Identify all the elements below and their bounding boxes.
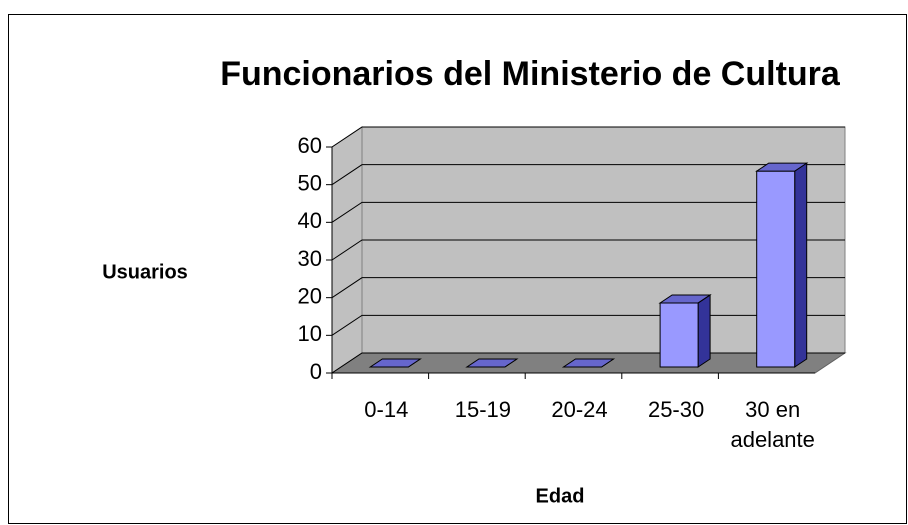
bar-front [756,170,796,368]
grid-line [331,201,845,223]
x-tick-label: 0-14 [364,397,409,422]
grid-line [331,277,845,299]
grid-line [331,164,845,186]
y-tick-label: 0 [310,359,322,384]
bar [658,294,712,368]
y-tick-label: 30 [298,246,322,271]
grid-line [331,126,845,148]
chart-title: Funcionarios del Ministerio de Cultura [220,55,841,93]
y-tick-label: 20 [298,283,322,308]
bar-side [697,294,711,368]
y-axis-label: Usuarios [102,261,188,283]
y-tick-label: 10 [298,321,322,346]
x-axis-label: Edad [536,485,585,507]
bar-top [368,358,422,368]
x-tick-label: 15-19 [454,397,512,422]
x-tick-label: 20-24 [551,397,608,422]
bar-front [659,302,699,368]
bar-top [658,294,712,304]
x-tick-label: 30 en adelante [730,397,815,452]
bar-top [561,358,616,368]
bar [465,358,519,368]
y-tick-label: 60 [298,133,322,158]
bar-top [465,358,519,368]
x-tick-label: 25-30 [647,397,705,422]
bar-side [794,162,808,368]
bar [368,358,422,368]
grid-line [331,239,845,261]
y-tick-label: 40 [298,208,322,233]
bar [755,162,809,368]
bar-top [755,162,809,172]
bar [561,358,616,368]
y-tick-label: 50 [298,170,322,195]
